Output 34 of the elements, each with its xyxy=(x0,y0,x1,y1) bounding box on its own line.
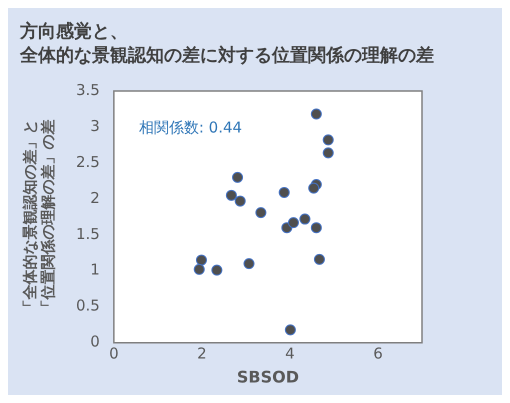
x-tick-label: 4 xyxy=(285,344,295,363)
y-tick-label: 2.5 xyxy=(76,152,100,171)
y-tick-label: 3.5 xyxy=(76,80,100,99)
x-tick-label: 6 xyxy=(373,344,383,363)
point xyxy=(322,134,334,146)
y-tick-label: 0.5 xyxy=(76,296,100,315)
point xyxy=(322,147,334,158)
point xyxy=(196,254,207,266)
y-tick-label: 1 xyxy=(90,260,100,279)
x-tick-label: 2 xyxy=(197,344,207,363)
point xyxy=(314,254,325,265)
y-tick-label: 0 xyxy=(90,332,100,351)
point xyxy=(310,222,322,234)
x-axis-title: SBSOD xyxy=(236,368,299,387)
y-tick-label: 1.5 xyxy=(76,224,100,243)
point xyxy=(299,214,310,225)
annotation: 相関係数: 0.44 xyxy=(138,118,242,136)
point xyxy=(244,258,254,270)
point xyxy=(284,324,296,336)
x-tick-label: 0 xyxy=(109,344,119,363)
point xyxy=(310,108,322,120)
point xyxy=(211,264,222,276)
y-tick-label: 3 xyxy=(90,116,100,135)
point xyxy=(288,217,299,228)
y-axis-title: 「全体的な景観認知の差」と「位置関係の理解の差」の差 xyxy=(20,119,57,314)
point xyxy=(308,182,320,194)
chart-title: 方向感覚と、全体的な景観認知の差に対する位置関係の理解の差 xyxy=(20,20,435,68)
point xyxy=(232,172,244,183)
point xyxy=(234,196,246,207)
point xyxy=(194,264,205,275)
point xyxy=(255,207,266,218)
y-tick-label: 2 xyxy=(90,188,100,207)
point xyxy=(278,186,290,198)
point xyxy=(226,190,237,201)
